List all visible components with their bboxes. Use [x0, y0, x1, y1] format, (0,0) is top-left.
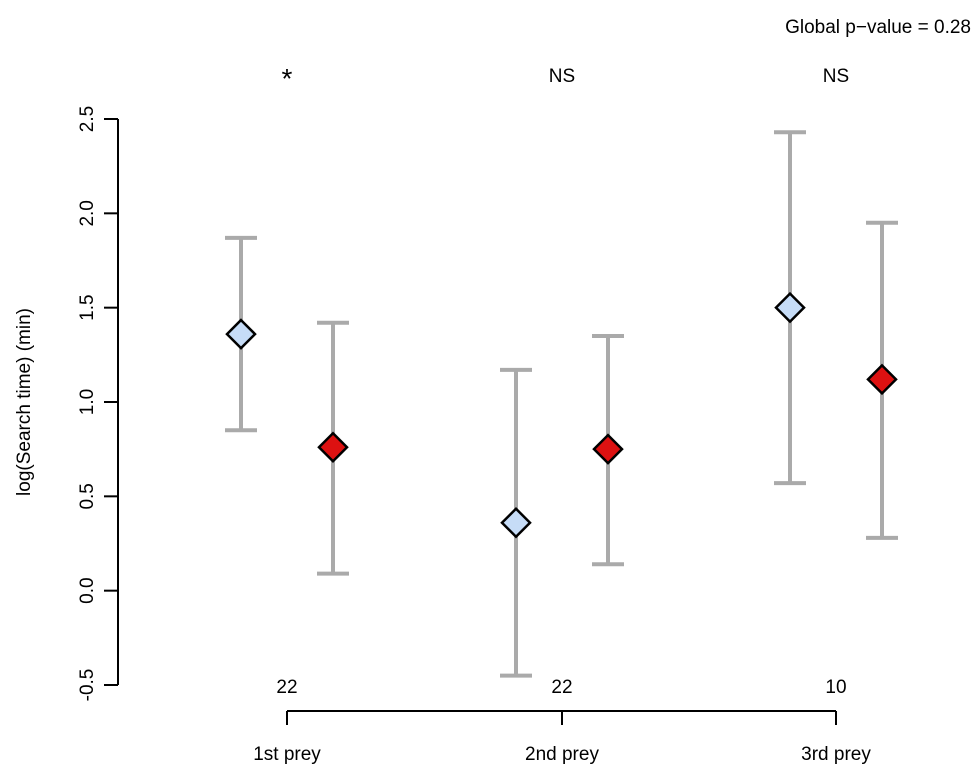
x-tick-label: 1st prey: [253, 744, 321, 765]
sample-size-label: 22: [551, 677, 572, 698]
y-axis: -0.5 0.0 0.5 1.0 1.5 2.0 2.5: [77, 106, 119, 702]
error-bars: [225, 130, 898, 678]
x-axis: 1st prey 2nd prey 3rd prey: [253, 710, 871, 765]
y-tick-label: 1.0: [77, 389, 98, 415]
y-tick-label: 1.5: [77, 294, 98, 320]
data-point: [866, 363, 898, 396]
annotations: * 22 NS 22 NS 10: [276, 63, 849, 698]
data-point: [774, 291, 806, 324]
y-axis-label: log(Search time) (min): [14, 308, 35, 496]
y-tick-label: 0.5: [77, 483, 98, 509]
y-tick-label: 0.0: [77, 577, 98, 603]
data-points: [225, 291, 898, 539]
data-point: [317, 431, 349, 464]
significance-label: NS: [823, 66, 849, 87]
x-tick-label: 2nd prey: [525, 744, 599, 765]
sample-size-label: 22: [276, 677, 297, 698]
x-tick-label: 3rd prey: [801, 744, 871, 765]
y-tick-label: 2.5: [77, 106, 98, 132]
data-point: [500, 506, 532, 539]
data-point: [225, 318, 257, 350]
y-tick-label: -0.5: [77, 669, 98, 702]
y-tick-label: 2.0: [77, 200, 98, 226]
sample-size-label: 10: [825, 677, 846, 698]
significance-label: *: [282, 63, 293, 94]
data-point: [592, 433, 624, 465]
significance-label: NS: [549, 66, 575, 87]
global-p-value: Global p−value = 0.28: [785, 17, 971, 38]
